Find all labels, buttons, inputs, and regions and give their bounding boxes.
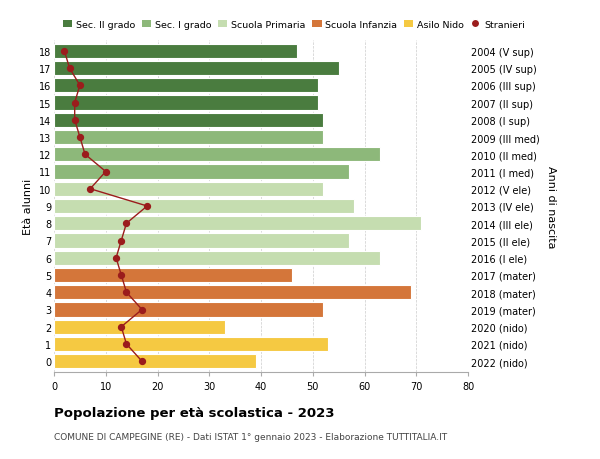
Bar <box>54 269 292 282</box>
Point <box>142 203 152 210</box>
Point <box>70 117 79 124</box>
Point <box>101 168 110 176</box>
Bar <box>54 251 380 265</box>
Bar <box>54 182 323 196</box>
Point <box>75 83 85 90</box>
Bar <box>54 96 318 110</box>
Point <box>112 254 121 262</box>
Point <box>75 134 85 141</box>
Bar <box>54 234 349 248</box>
Point <box>65 65 74 73</box>
Point <box>116 272 126 279</box>
Bar <box>54 337 328 351</box>
Bar <box>54 285 411 300</box>
Point <box>122 289 131 297</box>
Bar <box>54 200 354 213</box>
Bar <box>54 354 256 369</box>
Bar <box>54 320 225 334</box>
Text: COMUNE DI CAMPEGINE (RE) - Dati ISTAT 1° gennaio 2023 - Elaborazione TUTTITALIA.: COMUNE DI CAMPEGINE (RE) - Dati ISTAT 1°… <box>54 432 447 442</box>
Point <box>122 220 131 227</box>
Bar <box>54 303 323 317</box>
Point <box>70 100 79 107</box>
Point <box>85 185 95 193</box>
Bar <box>54 131 323 145</box>
Legend: Sec. II grado, Sec. I grado, Scuola Primaria, Scuola Infanzia, Asilo Nido, Stran: Sec. II grado, Sec. I grado, Scuola Prim… <box>59 17 529 34</box>
Point <box>137 306 147 313</box>
Point <box>116 237 126 245</box>
Point <box>80 151 90 159</box>
Bar <box>54 148 380 162</box>
Bar <box>54 79 318 93</box>
Point <box>137 358 147 365</box>
Point <box>59 48 69 55</box>
Y-axis label: Età alunni: Età alunni <box>23 179 33 235</box>
Bar <box>54 45 297 59</box>
Bar <box>54 217 421 231</box>
Bar <box>54 62 338 76</box>
Bar <box>54 165 349 179</box>
Point <box>122 341 131 348</box>
Y-axis label: Anni di nascita: Anni di nascita <box>546 165 556 248</box>
Point <box>116 323 126 330</box>
Text: Popolazione per età scolastica - 2023: Popolazione per età scolastica - 2023 <box>54 406 335 419</box>
Bar <box>54 113 323 128</box>
